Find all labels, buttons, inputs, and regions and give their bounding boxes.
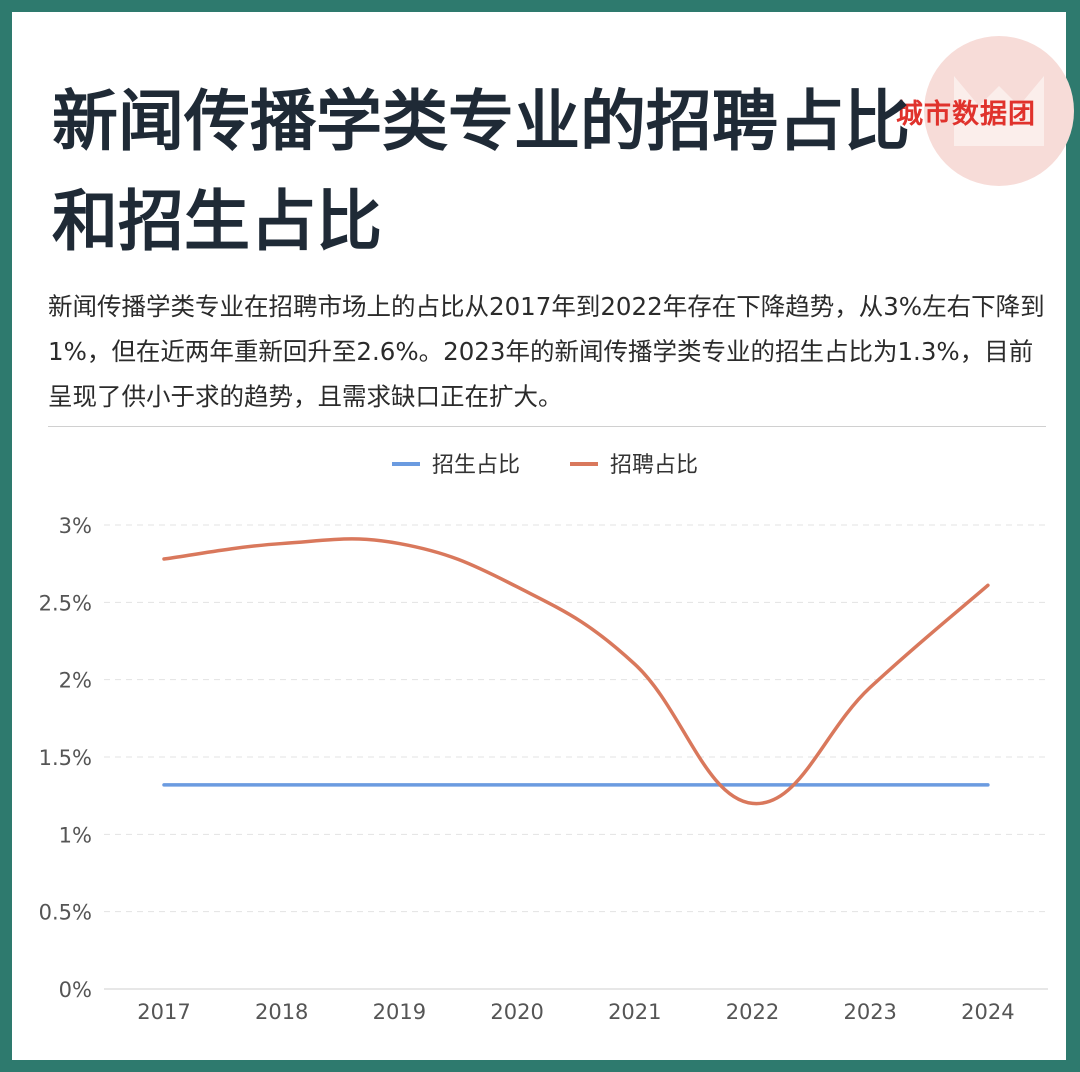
x-tick-label: 2022 bbox=[726, 1000, 779, 1024]
y-axis: 0% 0.5% 1% 1.5% 2% 2.5% 3% bbox=[39, 514, 92, 1002]
x-tick-label: 2023 bbox=[843, 1000, 896, 1024]
y-tick-label: 2.5% bbox=[39, 591, 92, 615]
legend-label: 招聘占比 bbox=[610, 453, 698, 478]
series-group bbox=[162, 537, 990, 806]
y-tick-label: 0.5% bbox=[39, 901, 92, 925]
page-title: 新闻传播学类专业的招聘占比和招生占比 bbox=[52, 83, 910, 260]
description: 新闻传播学类专业在招聘市场上的占比从2017年到2022年存在下降趋势，从3%左… bbox=[48, 292, 1045, 411]
divider bbox=[48, 426, 1046, 427]
card: 城市数据团 新闻传播学类专业的招聘占比和招生占比 新闻传播学类专业在招聘市场上的… bbox=[12, 12, 1074, 1060]
y-tick-label: 1% bbox=[59, 823, 92, 847]
brand-logo-icon bbox=[924, 36, 1074, 186]
x-tick-label: 2024 bbox=[961, 1000, 1014, 1024]
x-tick-label: 2017 bbox=[137, 1000, 190, 1024]
legend: 招生占比 招聘占比 bbox=[392, 453, 698, 478]
y-tick-label: 0% bbox=[59, 978, 92, 1002]
x-tick-label: 2018 bbox=[255, 1000, 308, 1024]
x-tick-label: 2020 bbox=[490, 1000, 543, 1024]
x-axis: 2017 2018 2019 2020 2021 2022 2023 2024 bbox=[137, 1000, 1014, 1024]
x-tick-label: 2021 bbox=[608, 1000, 661, 1024]
legend-label: 招生占比 bbox=[432, 453, 520, 478]
y-tick-label: 1.5% bbox=[39, 746, 92, 770]
brand-name: 城市数据团 bbox=[896, 99, 1036, 130]
series-line-recruitment bbox=[162, 537, 990, 806]
line-chart: 0% 0.5% 1% 1.5% 2% 2.5% 3% 2017 2018 2019 2020 202… bbox=[39, 453, 1048, 1024]
y-tick-label: 2% bbox=[59, 669, 92, 693]
y-tick-label: 3% bbox=[59, 514, 92, 538]
grid-lines bbox=[104, 524, 1048, 990]
x-tick-label: 2019 bbox=[373, 1000, 426, 1024]
